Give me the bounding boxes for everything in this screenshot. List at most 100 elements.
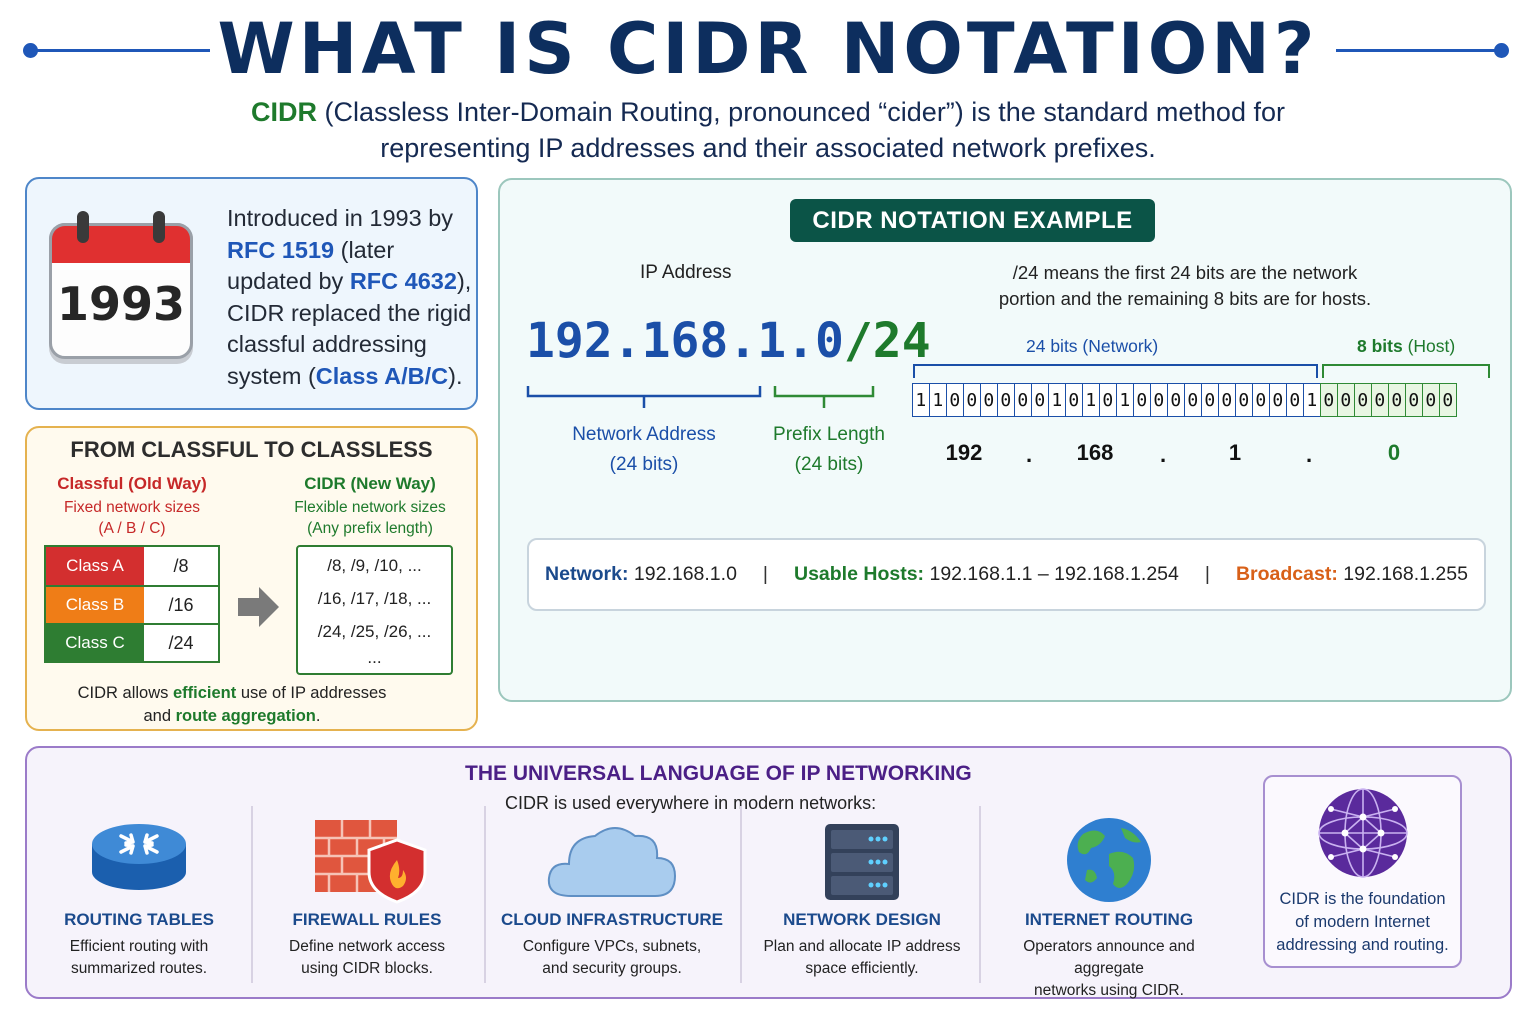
right-arrow-icon — [238, 598, 260, 616]
summary-separator: | — [762, 563, 768, 585]
cidr-prefix-box: /8, /9, /10, ... /16, /17, /18, ... /24,… — [296, 545, 453, 675]
summary-network-value: 192.168.1.0 — [633, 563, 737, 585]
divider — [979, 806, 981, 983]
octet-value: 1 — [1228, 440, 1242, 465]
footer-text: and — [143, 707, 172, 725]
class-prefix-cell: /16 — [144, 587, 218, 623]
use-case-title: NETWORK DESIGN — [783, 910, 941, 929]
classful-old-heading: Classful (Old Way) — [57, 474, 207, 493]
footer-highlight: route aggregation — [175, 707, 316, 725]
class-prefix-cell: /24 — [144, 625, 218, 661]
prefix-brace — [773, 386, 875, 408]
history-text-part: ), CIDR replaced the rigid classful addr… — [227, 268, 472, 389]
network-label-line: (24 bits) — [609, 454, 679, 475]
classful-new-heading: CIDR (New Way) — [304, 474, 436, 493]
network-bit: 0 — [1030, 383, 1049, 417]
network-bit: 0 — [1251, 383, 1270, 417]
divider — [484, 806, 486, 983]
host-bit: 0 — [1421, 383, 1440, 417]
host-bits-strong: 8 bits — [1357, 336, 1403, 356]
network-bit: 0 — [1183, 383, 1202, 417]
network-bits-bracket — [913, 364, 1318, 378]
classful-new-sub: Flexible network sizes (Any prefix lengt… — [275, 497, 465, 539]
use-case-desc-line: Plan and allocate IP address — [763, 938, 961, 955]
use-case-desc-line: Efficient routing with — [69, 938, 209, 955]
network-bit: 0 — [1200, 383, 1219, 417]
network-bit: 1 — [1047, 383, 1066, 417]
network-bit: 0 — [1013, 383, 1032, 417]
foundation-line: of modern Internet — [1295, 913, 1430, 931]
network-bit: 1 — [911, 383, 930, 417]
classful-table: Class A /8 Class B /16 Class C /24 — [44, 545, 220, 663]
calendar-icon: 1993 — [49, 211, 193, 359]
network-globe-icon — [1318, 788, 1408, 878]
prefix-list-item: /24, /25, /26, ... — [317, 622, 432, 641]
octet-separator: . — [1026, 442, 1033, 467]
universal-subtitle: CIDR is used everywhere in modern networ… — [505, 793, 877, 813]
octet-separator: . — [1160, 442, 1167, 467]
use-case-desc-line: using CIDR blocks. — [301, 960, 433, 977]
use-case-routing-tables: ROUTING TABLES Efficient routing with su… — [39, 806, 239, 996]
network-bit: 1 — [1115, 383, 1134, 417]
use-case-title: ROUTING TABLES — [64, 910, 214, 929]
cloud-icon — [547, 827, 677, 897]
use-case-desc-line: summarized routes. — [70, 960, 208, 977]
foundation-line: CIDR is the foundation — [1279, 890, 1446, 908]
classful-new-sub1: Flexible network sizes — [294, 499, 446, 516]
network-bit: 0 — [945, 383, 964, 417]
classful-panel: FROM CLASSFUL TO CLASSLESS Classful (Old… — [25, 426, 478, 731]
host-bits-rest: (Host) — [1407, 336, 1456, 356]
rfc-4632-label: RFC 4632 — [349, 268, 457, 294]
server-rack-icon — [825, 824, 899, 900]
network-bit: 1 — [1081, 383, 1100, 417]
example-badge: CIDR NOTATION EXAMPLE — [790, 199, 1155, 242]
prefix-list-item: /8, /9, /10, ... — [327, 556, 422, 575]
page-title: WHAT IS CIDR NOTATION? — [217, 8, 1319, 90]
use-case-network-design: NETWORK DESIGN Plan and allocate IP addr… — [755, 806, 969, 996]
class-name-cell: Class C — [46, 625, 144, 661]
network-bit: 0 — [1234, 383, 1253, 417]
host-bit: 0 — [1319, 383, 1338, 417]
use-case-title: INTERNET ROUTING — [1024, 910, 1194, 929]
table-row: Class B /16 — [46, 585, 218, 623]
use-case-desc-line: space efficiently. — [805, 960, 919, 977]
network-bit: 1 — [928, 383, 947, 417]
footer-highlight: efficient — [172, 684, 237, 702]
universal-title: THE UNIVERSAL LANGUAGE OF IP NETWORKING — [465, 762, 972, 785]
octet-value: 168 — [1076, 440, 1114, 465]
prefix-list-item: /16, /17, /18, ... — [317, 589, 432, 608]
summary-broadcast-value: 192.168.1.255 — [1343, 563, 1468, 585]
description-line: /24 means the first 24 bits are the netw… — [1012, 262, 1358, 283]
host-bit: 0 — [1370, 383, 1389, 417]
network-bit: 0 — [962, 383, 981, 417]
footer-text: . — [315, 707, 321, 725]
history-text-part: Introduced in 1993 by — [227, 205, 454, 231]
ip-address-value: 192.168.1.0 — [526, 313, 844, 369]
foundation-callout: CIDR is the foundation of modern Interne… — [1263, 775, 1462, 968]
history-panel: 1993 Introduced in 1993 by RFC 1519 (lat… — [25, 177, 478, 410]
title-right-rule — [1336, 49, 1501, 52]
network-bit: 0 — [1285, 383, 1304, 417]
use-case-desc-line: Configure VPCs, subnets, — [522, 938, 702, 955]
class-name-cell: Class B — [46, 587, 144, 623]
network-bit: 0 — [1166, 383, 1185, 417]
summary-hosts-label: Usable Hosts: — [794, 563, 925, 585]
firewall-icon — [315, 820, 427, 904]
description-line: portion and the remaining 8 bits are for… — [998, 288, 1372, 309]
intro-line2: representing IP addresses and their asso… — [380, 133, 1156, 163]
network-summary: Network: 192.168.1.0 | Usable Hosts: 192… — [527, 538, 1486, 611]
network-bit: 0 — [1149, 383, 1168, 417]
use-case-cloud-infrastructure: CLOUD INFRASTRUCTURE Configure VPCs, sub… — [497, 806, 727, 996]
divider — [251, 806, 253, 983]
prefix-length-label: Prefix Length (24 bits) — [754, 420, 904, 480]
use-case-desc: Configure VPCs, subnets, and security gr… — [497, 936, 727, 980]
summary-separator: | — [1204, 563, 1210, 585]
use-case-internet-routing: INTERNET ROUTING Operators announce and … — [991, 806, 1227, 999]
classful-old-sub: Fixed network sizes (A / B / C) — [37, 497, 227, 539]
footer-text: CIDR allows — [77, 684, 169, 702]
network-bit: 0 — [1132, 383, 1151, 417]
use-case-firewall-rules: FIREWALL RULES Define network access usi… — [267, 806, 467, 996]
intro-line1: (Classless Inter-Domain Routing, pronoun… — [324, 97, 1285, 127]
classful-old-sub1: Fixed network sizes — [63, 499, 201, 516]
